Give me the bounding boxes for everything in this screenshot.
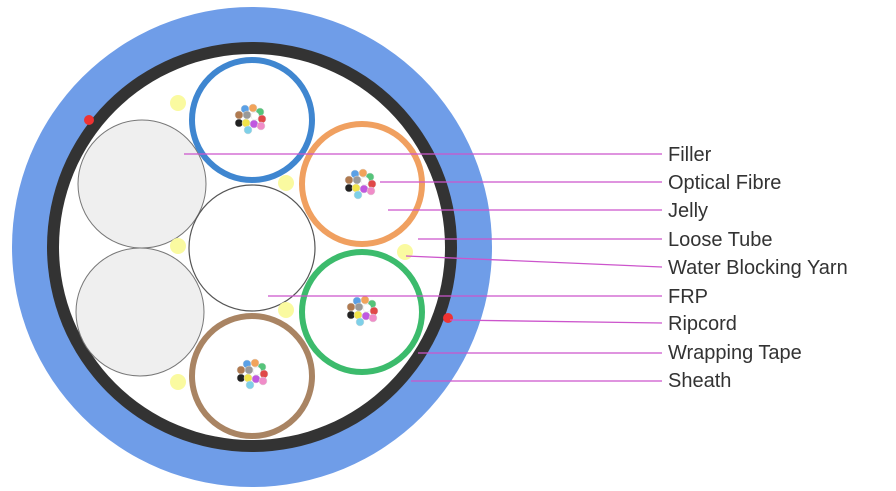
label-water-blocking-yarn: Water Blocking Yarn [668, 257, 848, 279]
filler [77, 119, 207, 249]
leader-lines [184, 153, 663, 382]
optical-fibre [257, 114, 267, 124]
fibre-bundle [346, 295, 379, 327]
filler [75, 247, 205, 377]
optical-fibre [344, 175, 354, 185]
label-frp: FRP [668, 286, 708, 308]
optical-fibre [259, 369, 269, 379]
optical-fibre [236, 365, 246, 375]
optical-fibre [243, 125, 253, 135]
optical-fibre [352, 175, 362, 185]
optical-fibre [353, 310, 363, 320]
optical-fibre [251, 374, 261, 384]
leader-line-ripcord [449, 319, 663, 324]
water-blocking-yarn [397, 244, 413, 260]
label-ripcord: Ripcord [668, 313, 737, 335]
optical-fibre [367, 179, 377, 189]
frp-central-member [188, 184, 316, 312]
optical-fibre [241, 118, 251, 128]
optical-fibre [354, 302, 364, 312]
label-loose-tube: Loose Tube [668, 229, 773, 251]
fibre-bundle [236, 358, 269, 390]
optical-fibre [244, 365, 254, 375]
ripcord [84, 115, 94, 125]
fibre-bundle [234, 103, 267, 135]
label-sheath: Sheath [668, 370, 731, 392]
optical-fibre [243, 373, 253, 383]
label-wrapping-tape: Wrapping Tape [668, 342, 802, 364]
optical-fibre [368, 313, 378, 323]
optical-fibre [245, 380, 255, 390]
water-blocking-yarn [278, 175, 294, 191]
optical-fibre [346, 302, 356, 312]
water-blocking-yarn [170, 95, 186, 111]
optical-fibre [242, 110, 252, 120]
water-blocking-yarn [278, 302, 294, 318]
ripcord [443, 313, 453, 323]
optical-fibre [234, 110, 244, 120]
loose-tube-brown [189, 313, 315, 439]
optical-fibre [249, 119, 259, 129]
loose-tube-blue [189, 57, 315, 183]
optical-fibre [358, 168, 368, 178]
fibre-bundle [344, 168, 377, 200]
optical-fibre [366, 186, 376, 196]
loose-tube-green [299, 249, 425, 375]
optical-fibre [353, 190, 363, 200]
optical-fibre [351, 183, 361, 193]
optical-fibre [359, 184, 369, 194]
optical-fibre [360, 295, 370, 305]
optical-fibre [361, 311, 371, 321]
water-blocking-yarn [170, 238, 186, 254]
label-jelly: Jelly [668, 200, 708, 222]
label-filler: Filler [668, 144, 712, 166]
optical-fibre [258, 376, 268, 386]
optical-fibre [256, 121, 266, 131]
optical-fibre [369, 306, 379, 316]
label-optical-fibre: Optical Fibre [668, 172, 781, 194]
leader-line-water-blocking-yarn [405, 255, 663, 268]
water-blocking-yarn [170, 374, 186, 390]
optical-fibre [355, 317, 365, 327]
optical-fibre [248, 103, 258, 113]
optical-fibre [250, 358, 260, 368]
